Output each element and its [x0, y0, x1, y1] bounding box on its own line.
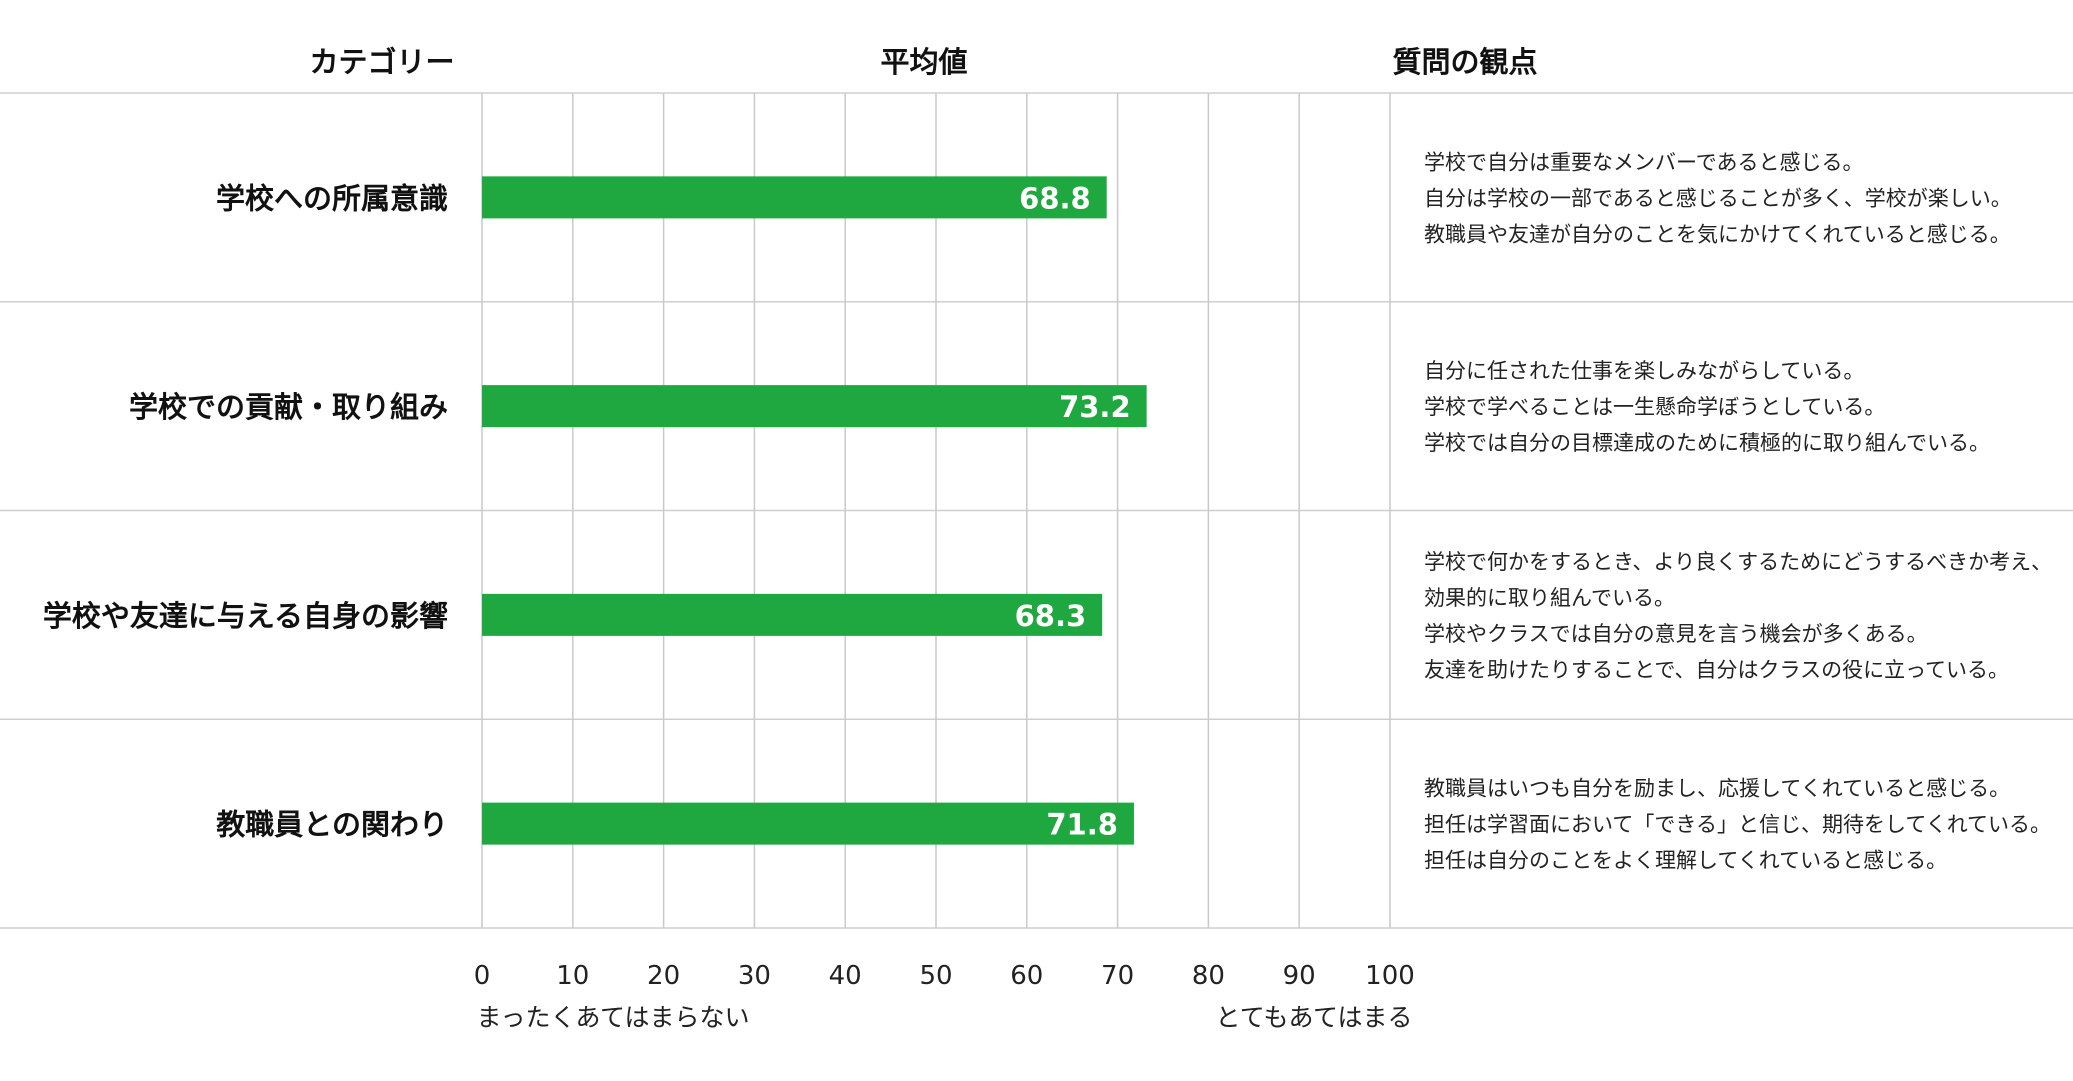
question-text-2-2: 学校で学べることは一生懸命学ぼうとしている。: [1424, 395, 1885, 419]
question-text-4-3: 担任は自分のことをよく理解してくれていると感じる。: [1424, 849, 1947, 873]
header-perspective: 質問の観点: [1392, 45, 1537, 79]
x-tick-label-0: 0: [474, 961, 491, 991]
x-tick-label-50: 50: [919, 961, 952, 991]
question-text-3-3: 学校やクラスでは自分の意見を言う機会が多くある。: [1424, 622, 1928, 646]
bar-4: [482, 802, 1134, 845]
header-category: カテゴリー: [309, 45, 454, 79]
x-tick-label-70: 70: [1101, 961, 1134, 991]
x-tick-label-90: 90: [1283, 961, 1316, 991]
question-text-1-1: 学校で自分は重要なメンバーであると感じる。: [1424, 150, 1864, 174]
question-text-2-3: 学校では自分の目標達成のために積極的に取り組んでいる。: [1424, 431, 1990, 455]
bar-3: [482, 593, 1103, 636]
bar-value-label-3: 68.3: [1015, 599, 1087, 633]
scale-label-low: まったくあてはまらない: [476, 1003, 749, 1032]
question-text-1-2: 自分は学校の一部であると感じることが多く、学校が楽しい。: [1424, 186, 2012, 210]
bar-value-label-4: 71.8: [1046, 808, 1118, 842]
x-tick-label-100: 100: [1365, 961, 1415, 991]
category-label-2: 学校での貢献・取り組み: [129, 390, 448, 424]
x-tick-label-60: 60: [1010, 961, 1043, 991]
question-text-3-1: 学校で何かをするとき、より良くするためにどうするべきか考え、: [1424, 550, 2052, 574]
question-text-2-1: 自分に任された仕事を楽しみながらしている。: [1424, 359, 1864, 383]
question-text-3-2: 効果的に取り組んでいる。: [1424, 586, 1675, 610]
x-tick-label-40: 40: [829, 961, 862, 991]
question-text-4-1: 教職員はいつも自分を励まし、応援してくれていると感じる。: [1424, 777, 2010, 801]
bar-2: [482, 385, 1147, 428]
header-value: 平均値: [880, 45, 967, 79]
x-tick-label-80: 80: [1192, 961, 1225, 991]
question-text-3-4: 友達を助けたりすることで、自分はクラスの役に立っている。: [1424, 658, 2009, 682]
category-label-4: 教職員との関わり: [216, 808, 448, 842]
scale-label-high: とてもあてはまる: [1215, 1003, 1412, 1032]
x-tick-label-20: 20: [647, 961, 680, 991]
bar-1: [482, 176, 1107, 219]
question-text-4-2: 担任は学習面において「できる」と信じ、期待をしてくれている。: [1424, 813, 2051, 837]
question-text-1-3: 教職員や友達が自分のことを気にかけてくれていると感じる。: [1424, 222, 2011, 246]
bar-value-label-2: 73.2: [1059, 390, 1131, 424]
category-label-3: 学校や友達に与える自身の影響: [43, 599, 448, 633]
x-tick-label-30: 30: [738, 961, 771, 991]
bar-value-label-1: 68.8: [1019, 181, 1091, 215]
x-tick-label-10: 10: [556, 961, 589, 991]
category-label-1: 学校への所属意識: [216, 181, 448, 215]
